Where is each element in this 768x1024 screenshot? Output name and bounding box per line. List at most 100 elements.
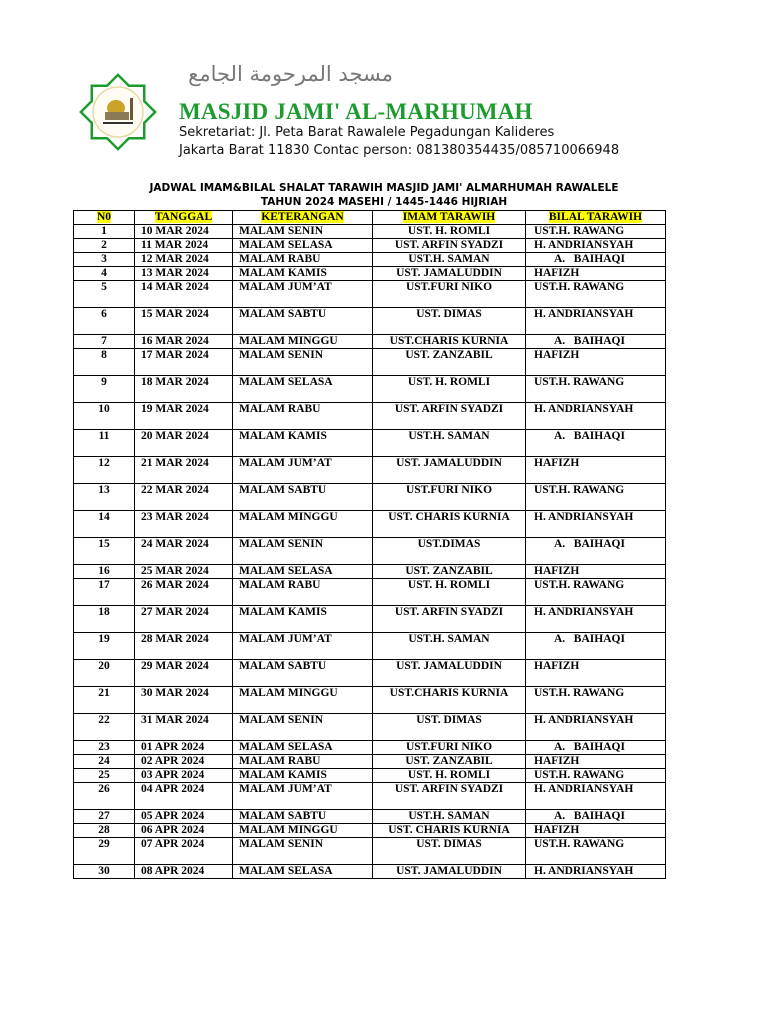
- table-row: 24 02 APR 2024 MALAM RABU UST. ZANZABIL HAFI…: [73, 754, 666, 769]
- cell-tanggal: 04 APR 2024: [134, 782, 233, 810]
- cell-tanggal: 13 MAR 2024: [134, 266, 233, 281]
- cell-imam: UST. ZANZABIL: [372, 754, 526, 769]
- cell-no: 18: [73, 605, 135, 633]
- cell-no: 27: [73, 809, 135, 824]
- cell-bilal: UST.H. RAWANG: [525, 224, 666, 239]
- cell-bilal: H. ANDRIANSYAH: [525, 402, 666, 430]
- table-header-row: N0 TANGGAL KETERANGAN IMAM TARAWIH BILAL…: [73, 210, 666, 225]
- cell-imam: UST. CHARIS KURNIA: [372, 823, 526, 838]
- table-row: 23 01 APR 2024 MALAM SELASA UST.FURI NIKO A.…: [73, 740, 666, 755]
- cell-tanggal: 22 MAR 2024: [134, 483, 233, 511]
- cell-no: 10: [73, 402, 135, 430]
- table-row: 21 30 MAR 2024 MALAM MINGGU UST.CHARIS KURN…: [73, 686, 666, 714]
- cell-bilal: H. ANDRIANSYAH: [525, 864, 666, 879]
- address-line-1: Sekretariat: Jl. Peta Barat Rawalele Peg…: [179, 125, 555, 140]
- cell-tanggal: 15 MAR 2024: [134, 307, 233, 335]
- table-row: 15 24 MAR 2024 MALAM SENIN UST.DIMAS A. BAIH…: [73, 537, 666, 565]
- cell-bilal: UST.H. RAWANG: [525, 837, 666, 865]
- cell-keterangan: MALAM SENIN: [232, 537, 373, 565]
- cell-keterangan: MALAM KAMIS: [232, 266, 373, 281]
- address-line-2: Jakarta Barat 11830 Contac person: 08138…: [179, 143, 620, 158]
- col-header-keterangan: KETERANGAN: [232, 210, 373, 225]
- cell-keterangan: MALAM MINGGU: [232, 686, 373, 714]
- arabic-mosque-name: مسجد المرحومة الجامع: [188, 62, 393, 86]
- cell-tanggal: 05 APR 2024: [134, 809, 233, 824]
- cell-no: 25: [73, 768, 135, 783]
- cell-bilal: H. ANDRIANSYAH: [525, 782, 666, 810]
- table-row: 14 23 MAR 2024 MALAM MINGGU UST. CHARIS KUR…: [73, 510, 666, 538]
- table-row: 4 13 MAR 2024 MALAM KAMIS UST. JAMALUDDIN HA…: [73, 266, 666, 281]
- cell-keterangan: MALAM SELASA: [232, 564, 373, 579]
- cell-bilal: A. BAIHAQI: [525, 252, 666, 267]
- table-row: 19 28 MAR 2024 MALAM JUM’AT UST.H. SAMAN A. …: [73, 632, 666, 660]
- table-row: 30 08 APR 2024 MALAM SELASA UST. JAMALUDDIN…: [73, 864, 666, 879]
- cell-no: 23: [73, 740, 135, 755]
- cell-bilal: UST.H. RAWANG: [525, 578, 666, 606]
- table-row: 3 12 MAR 2024 MALAM RABU UST.H. SAMAN A. BAI…: [73, 252, 666, 267]
- cell-bilal: A. BAIHAQI: [525, 632, 666, 660]
- cell-imam: UST.H. SAMAN: [372, 429, 526, 457]
- cell-keterangan: MALAM KAMIS: [232, 429, 373, 457]
- cell-imam: UST.CHARIS KURNIA: [372, 686, 526, 714]
- cell-tanggal: 03 APR 2024: [134, 768, 233, 783]
- cell-keterangan: MALAM MINGGU: [232, 334, 373, 349]
- cell-tanggal: 27 MAR 2024: [134, 605, 233, 633]
- cell-tanggal: 30 MAR 2024: [134, 686, 233, 714]
- cell-no: 15: [73, 537, 135, 565]
- cell-keterangan: MALAM SELASA: [232, 864, 373, 879]
- cell-no: 19: [73, 632, 135, 660]
- table-row: 12 21 MAR 2024 MALAM JUM’AT UST. JAMALUDDIN…: [73, 456, 666, 484]
- cell-keterangan: MALAM SELASA: [232, 238, 373, 253]
- cell-imam: UST. ZANZABIL: [372, 564, 526, 579]
- cell-imam: UST. DIMAS: [372, 713, 526, 741]
- table-row: 10 19 MAR 2024 MALAM RABU UST. ARFIN SYADZI…: [73, 402, 666, 430]
- table-row: 29 07 APR 2024 MALAM SENIN UST. DIMAS UST.H.…: [73, 837, 666, 865]
- cell-keterangan: MALAM RABU: [232, 402, 373, 430]
- cell-no: 7: [73, 334, 135, 349]
- cell-imam: UST. ARFIN SYADZI: [372, 238, 526, 253]
- table-row: 20 29 MAR 2024 MALAM SABTU UST. JAMALUDDIN H…: [73, 659, 666, 687]
- cell-bilal: UST.H. RAWANG: [525, 768, 666, 783]
- cell-no: 16: [73, 564, 135, 579]
- cell-tanggal: 21 MAR 2024: [134, 456, 233, 484]
- cell-keterangan: MALAM RABU: [232, 252, 373, 267]
- schedule-table: N0 TANGGAL KETERANGAN IMAM TARAWIH BILAL…: [73, 210, 666, 879]
- cell-bilal: HAFIZH: [525, 456, 666, 484]
- cell-no: 29: [73, 837, 135, 865]
- cell-tanggal: 20 MAR 2024: [134, 429, 233, 457]
- table-row: 8 17 MAR 2024 MALAM SENIN UST. ZANZABIL HAFI…: [73, 348, 666, 376]
- cell-tanggal: 23 MAR 2024: [134, 510, 233, 538]
- cell-imam: UST. ARFIN SYADZI: [372, 402, 526, 430]
- cell-bilal: UST.H. RAWANG: [525, 280, 666, 308]
- table-row: 6 15 MAR 2024 MALAM SABTU UST. DIMAS H. ANDR…: [73, 307, 666, 335]
- cell-keterangan: MALAM MINGGU: [232, 823, 373, 838]
- cell-tanggal: 29 MAR 2024: [134, 659, 233, 687]
- cell-no: 17: [73, 578, 135, 606]
- col-header-imam: IMAM TARAWIH: [372, 210, 526, 225]
- col-header-bilal: BILAL TARAWIH: [525, 210, 666, 225]
- cell-no: 13: [73, 483, 135, 511]
- cell-tanggal: 28 MAR 2024: [134, 632, 233, 660]
- cell-tanggal: 31 MAR 2024: [134, 713, 233, 741]
- cell-imam: UST. ARFIN SYADZI: [372, 782, 526, 810]
- cell-no: 24: [73, 754, 135, 769]
- cell-bilal: UST.H. RAWANG: [525, 375, 666, 403]
- cell-keterangan: MALAM RABU: [232, 578, 373, 606]
- cell-imam: UST. ARFIN SYADZI: [372, 605, 526, 633]
- cell-no: 26: [73, 782, 135, 810]
- cell-keterangan: MALAM JUM’AT: [232, 632, 373, 660]
- table-row: 11 20 MAR 2024 MALAM KAMIS UST.H. SAMAN A. B…: [73, 429, 666, 457]
- cell-bilal: HAFIZH: [525, 823, 666, 838]
- schedule-subheading: TAHUN 2024 MASEHI / 1445-1446 HIJRIAH: [260, 196, 508, 208]
- cell-bilal: UST.H. RAWANG: [525, 686, 666, 714]
- cell-bilal: HAFIZH: [525, 754, 666, 769]
- table-row: 7 16 MAR 2024 MALAM MINGGU UST.CHARIS KURNI…: [73, 334, 666, 349]
- cell-keterangan: MALAM KAMIS: [232, 768, 373, 783]
- mosque-title: MASJID JAMI' AL-MARHUMAH: [179, 99, 533, 124]
- cell-tanggal: 25 MAR 2024: [134, 564, 233, 579]
- table-row: 17 26 MAR 2024 MALAM RABU UST. H. ROMLI UST.…: [73, 578, 666, 606]
- cell-keterangan: MALAM MINGGU: [232, 510, 373, 538]
- cell-tanggal: 01 APR 2024: [134, 740, 233, 755]
- cell-keterangan: MALAM RABU: [232, 754, 373, 769]
- cell-bilal: A. BAIHAQI: [525, 334, 666, 349]
